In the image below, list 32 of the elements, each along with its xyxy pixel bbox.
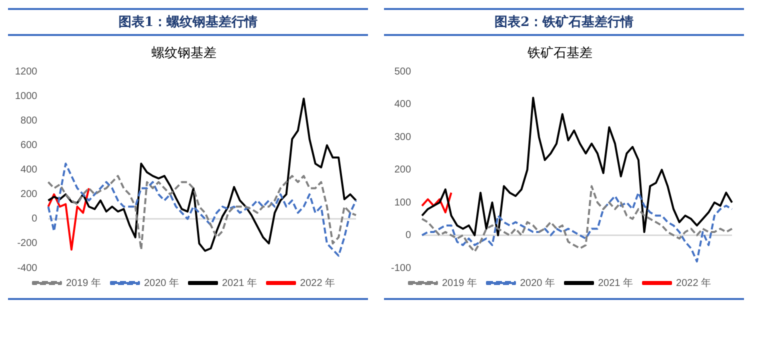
line-series	[421, 192, 733, 262]
y-tick-label: 200	[20, 189, 38, 200]
y-tick-label: 0	[32, 214, 38, 225]
chart-title: 图表1：螺纹钢基差行情	[8, 8, 368, 36]
y-tick-label: 100	[394, 197, 412, 208]
y-tick-label: -100	[391, 262, 412, 274]
y-tick-label: -200	[17, 238, 38, 250]
legend-label: 2019 年	[66, 276, 101, 289]
chart-subtitle: 螺纹钢基差	[152, 46, 216, 62]
legend-label: 2020 年	[520, 276, 556, 289]
y-tick-label: 0	[405, 230, 412, 242]
y-tick-label: 1200	[14, 66, 38, 78]
y-tick-label: 400	[394, 99, 412, 110]
y-tick-label: 600	[20, 140, 38, 151]
chart-title: 图表2：铁矿石基差行情	[384, 8, 744, 36]
line-series	[47, 162, 357, 257]
legend-label: 2021 年	[598, 276, 634, 289]
y-tick-label: 1000	[14, 90, 38, 102]
legend-label: 2022 年	[676, 276, 712, 289]
legend-label: 2022 年	[300, 276, 336, 289]
y-tick-label: 200	[394, 164, 412, 176]
y-tick-label: 500	[394, 66, 412, 78]
y-tick-label: 400	[20, 164, 38, 176]
line-series	[421, 185, 733, 253]
line-series	[47, 174, 357, 251]
y-tick-label: 800	[20, 115, 38, 126]
legend-label: 2019 年	[442, 276, 477, 289]
legend-label: 2021 年	[222, 276, 258, 289]
y-tick-label: 300	[394, 132, 412, 143]
chart-subtitle: 铁矿石基差	[526, 46, 592, 62]
legend-label: 2020 年	[144, 276, 180, 289]
y-tick-label: -400	[17, 262, 38, 274]
